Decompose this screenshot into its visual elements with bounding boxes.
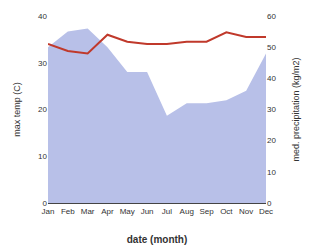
svg-text:50: 50: [267, 43, 276, 52]
svg-text:date (month): date (month): [127, 234, 188, 245]
svg-text:Nov: Nov: [239, 207, 253, 216]
svg-text:Oct: Oct: [220, 207, 233, 216]
svg-text:30: 30: [267, 105, 276, 114]
svg-text:med. precipitation (kg/m2): med. precipitation (kg/m2): [291, 57, 301, 161]
svg-text:40: 40: [38, 12, 47, 21]
svg-text:20: 20: [38, 105, 47, 114]
svg-text:Jan: Jan: [42, 207, 55, 216]
svg-text:0: 0: [43, 199, 48, 208]
svg-text:Mar: Mar: [81, 207, 95, 216]
svg-text:60: 60: [267, 12, 276, 21]
svg-text:10: 10: [38, 152, 47, 161]
svg-text:40: 40: [267, 74, 276, 83]
svg-text:Sep: Sep: [199, 207, 214, 216]
svg-text:Dec: Dec: [259, 207, 273, 216]
svg-text:Apr: Apr: [101, 207, 114, 216]
svg-text:max temp (C): max temp (C): [12, 82, 22, 137]
svg-text:Jul: Jul: [162, 207, 172, 216]
svg-text:20: 20: [267, 136, 276, 145]
svg-text:May: May: [120, 207, 135, 216]
svg-text:0: 0: [267, 199, 272, 208]
svg-text:10: 10: [267, 168, 276, 177]
svg-text:Feb: Feb: [61, 207, 75, 216]
svg-text:Jun: Jun: [141, 207, 154, 216]
svg-text:30: 30: [38, 59, 47, 68]
svg-text:Aug: Aug: [180, 207, 194, 216]
